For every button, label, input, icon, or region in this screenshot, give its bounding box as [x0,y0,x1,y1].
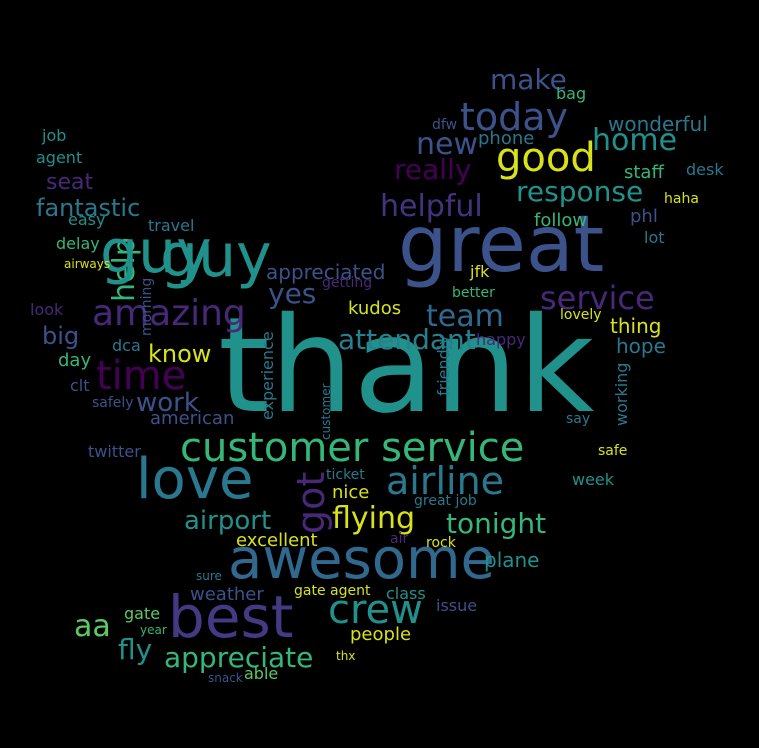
word: airways [64,257,111,271]
word: dfw [432,117,458,133]
word: staff [624,162,664,183]
word: airport [184,506,272,536]
word: safe [598,443,628,459]
word: customer [319,383,333,440]
word: job [42,126,67,145]
word: great [398,200,605,290]
word: clt [70,376,90,395]
word: today [460,95,569,139]
word: experience [258,331,277,420]
word: amazing [92,293,246,334]
word: airline [386,459,505,503]
word: easy [68,210,106,229]
word: customer service [180,425,525,471]
word: weather [190,584,264,605]
word: getting [322,275,373,291]
word: jfk [470,262,490,281]
word: thing [610,314,662,338]
word: thx [336,649,356,663]
word: wonderful [608,112,708,136]
word: plane [484,548,540,572]
word: nice [332,482,370,503]
word: dca [112,336,141,355]
word: excellent [236,530,318,551]
word: agent [36,148,83,167]
word: haha [664,191,699,207]
word: morning [139,277,155,336]
word: people [350,624,412,645]
word: able [244,664,279,683]
word: aa [74,609,111,644]
word: guy [160,221,272,291]
word: bag [556,84,587,103]
word: team [426,299,504,334]
word: crew [328,587,423,633]
word: desk [686,160,724,179]
word: work [136,388,199,418]
word: better [452,285,495,301]
word: rock [426,535,456,551]
word: appreciated [266,260,386,284]
word: day [58,350,92,371]
word: sure [196,569,222,583]
word: home [592,123,678,158]
word: time [96,353,187,399]
word: safely [92,395,134,411]
word: big [42,322,80,350]
word: look [30,300,64,319]
word: hope [616,334,666,358]
word: ticket [326,467,365,483]
word: thank [218,289,595,443]
word: working [612,362,631,426]
word: air [390,531,409,547]
word: appreciate [164,641,314,674]
word: twitter [88,442,141,461]
word: happy [476,330,526,349]
word: kudos [348,298,402,319]
word: flying [332,501,416,536]
word: great job [414,493,477,509]
word: service [540,279,655,317]
word: best [168,583,294,651]
word: travel [148,216,195,235]
word: follow [534,210,588,231]
word: awesome [228,527,496,592]
word: fantastic [36,194,141,222]
word: lovely [560,307,602,323]
word: friendly [434,335,453,396]
word: helpful [380,189,483,224]
word: fly [118,633,153,666]
word: tonight [446,507,547,540]
word: phl [630,206,658,227]
word: make [490,63,567,96]
word: love [136,447,254,512]
word: attendant [338,323,476,356]
word: delay [56,234,100,253]
word: yes [268,277,317,310]
word: class [386,584,426,603]
word: really [394,153,472,186]
word: year [140,623,167,637]
word: gate [124,604,161,623]
word: got [289,471,333,534]
word: gate agent [294,583,371,599]
word: good [496,135,596,181]
word: american [150,408,235,429]
word: say [566,411,591,427]
word: snack [208,671,243,685]
word: week [572,470,615,489]
word: new [416,127,479,162]
word: issue [436,596,478,615]
word: know [148,340,212,368]
word: guy [100,217,212,287]
word: seat [46,170,94,195]
word: phone [478,128,535,149]
word: lot [644,228,665,247]
word: response [516,175,644,208]
